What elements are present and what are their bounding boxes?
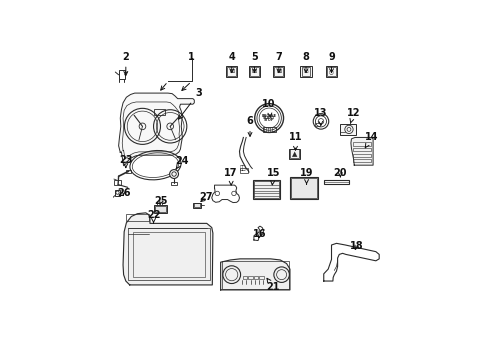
Text: ○: ○ [329, 69, 334, 74]
Bar [327, 67, 336, 76]
Text: ⊡: ⊡ [252, 69, 257, 74]
Bar [290, 149, 299, 158]
Bar [153, 205, 167, 213]
Bar [115, 190, 120, 195]
Bar [290, 149, 300, 159]
Polygon shape [119, 93, 195, 166]
Polygon shape [220, 259, 290, 290]
Text: 16: 16 [253, 229, 266, 239]
Bar [274, 67, 283, 76]
Text: 27: 27 [199, 192, 213, 202]
Text: 26: 26 [117, 188, 130, 198]
Text: 21: 21 [267, 278, 280, 292]
Bar [353, 159, 371, 162]
Bar [353, 153, 371, 157]
Text: 5: 5 [251, 51, 258, 73]
Text: 25: 25 [154, 196, 168, 206]
Text: 13: 13 [314, 108, 327, 125]
Text: 2: 2 [122, 51, 129, 75]
Text: STOP: STOP [264, 118, 274, 122]
Text: 11: 11 [289, 132, 302, 150]
Text: 20: 20 [334, 168, 347, 179]
Bar [133, 232, 205, 278]
Bar [326, 66, 337, 77]
Text: ⊞: ⊞ [229, 69, 234, 74]
Bar [155, 206, 166, 212]
Bar [193, 203, 201, 208]
Text: 14: 14 [365, 132, 378, 148]
Bar [324, 180, 349, 184]
Text: 24: 24 [175, 156, 189, 169]
Bar [222, 261, 289, 288]
Text: 18: 18 [350, 240, 364, 251]
Text: ده: ده [240, 165, 246, 171]
Text: 15: 15 [267, 168, 280, 185]
Bar [341, 123, 356, 135]
Bar [300, 66, 312, 77]
Bar [126, 170, 131, 173]
Text: ⊠: ⊠ [276, 69, 281, 74]
Text: 19: 19 [300, 168, 313, 184]
Bar [114, 180, 121, 185]
Bar [153, 109, 165, 115]
Text: 4: 4 [228, 51, 235, 73]
Bar [128, 228, 210, 280]
Bar [290, 177, 318, 199]
Text: 8: 8 [302, 51, 310, 73]
Bar [273, 66, 284, 77]
Bar [226, 66, 237, 77]
Bar [263, 127, 275, 132]
Text: ▭: ▭ [304, 69, 308, 74]
Bar [243, 276, 247, 279]
Bar [301, 67, 311, 76]
Text: 23: 23 [119, 155, 133, 168]
Bar [315, 123, 320, 126]
Bar [353, 143, 371, 146]
Text: ▲: ▲ [292, 151, 297, 157]
Bar [254, 181, 279, 198]
Bar [250, 67, 259, 76]
Text: 12: 12 [347, 108, 361, 123]
Text: 1: 1 [188, 51, 195, 62]
Bar [249, 66, 260, 77]
Text: START: START [263, 116, 275, 120]
Text: 17: 17 [224, 168, 238, 185]
Text: 9: 9 [328, 51, 335, 73]
Text: 10: 10 [262, 99, 276, 117]
Bar [126, 214, 149, 221]
Bar [240, 168, 248, 174]
Polygon shape [123, 213, 213, 285]
Bar [172, 182, 177, 185]
Bar [227, 67, 236, 76]
Text: 6: 6 [246, 116, 253, 136]
Circle shape [170, 170, 178, 179]
Text: 3: 3 [179, 88, 202, 119]
Text: 7: 7 [275, 51, 282, 73]
Bar [253, 180, 280, 199]
Bar [259, 276, 264, 279]
Text: ENGINE: ENGINE [262, 114, 277, 118]
Bar [248, 276, 253, 279]
Bar [353, 148, 371, 151]
Bar [194, 203, 199, 207]
Bar [291, 179, 317, 198]
Text: 22: 22 [147, 210, 160, 223]
Polygon shape [351, 138, 373, 165]
Bar [119, 70, 125, 79]
Bar [254, 276, 258, 279]
